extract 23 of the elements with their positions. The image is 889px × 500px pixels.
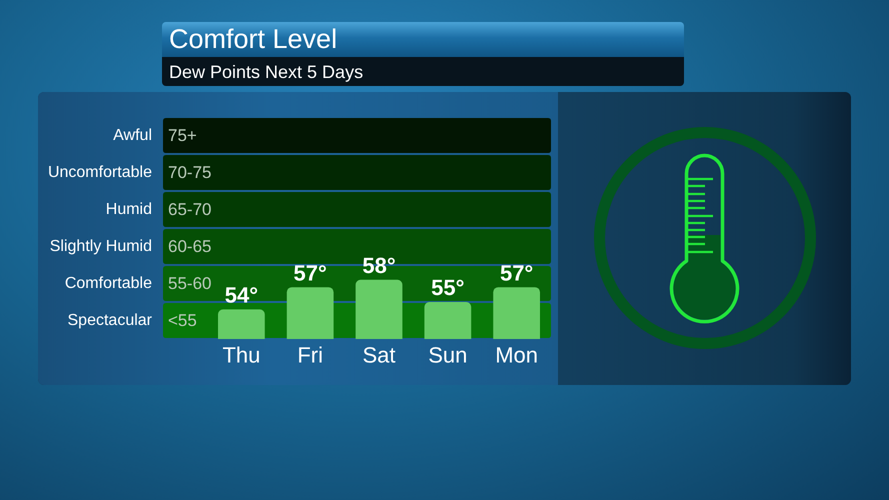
data-label: 57°: [294, 260, 327, 286]
x-tick-label: Fri: [297, 342, 324, 368]
x-tick-label: Sat: [362, 342, 396, 368]
annotation: 60-65: [168, 237, 212, 256]
annotation: 75+: [168, 126, 197, 146]
band-label: Humid: [106, 200, 152, 218]
x-tick-label: Sun: [428, 342, 468, 368]
data-label: 55°: [431, 275, 464, 300]
data-label: 54°: [224, 282, 258, 308]
annotation: <55: [168, 311, 197, 330]
band-label: Slightly Humid: [50, 238, 152, 255]
band-label: Spectacular: [68, 312, 153, 329]
band-label: Comfortable: [64, 274, 152, 292]
annotation: 55-60: [168, 274, 212, 294]
data-label: 57°: [500, 260, 534, 286]
band-label: Awful: [113, 126, 152, 144]
chart-title: Comfort Level: [169, 23, 338, 56]
band-label: Uncomfortable: [48, 164, 152, 181]
annotation: 65-70: [168, 200, 212, 220]
chart-subtitle: Dew Points Next 5 Days: [169, 61, 364, 83]
x-tick-label: Mon: [495, 342, 538, 368]
x-tick-label: Thu: [222, 342, 260, 368]
annotation: 70-75: [168, 163, 212, 182]
